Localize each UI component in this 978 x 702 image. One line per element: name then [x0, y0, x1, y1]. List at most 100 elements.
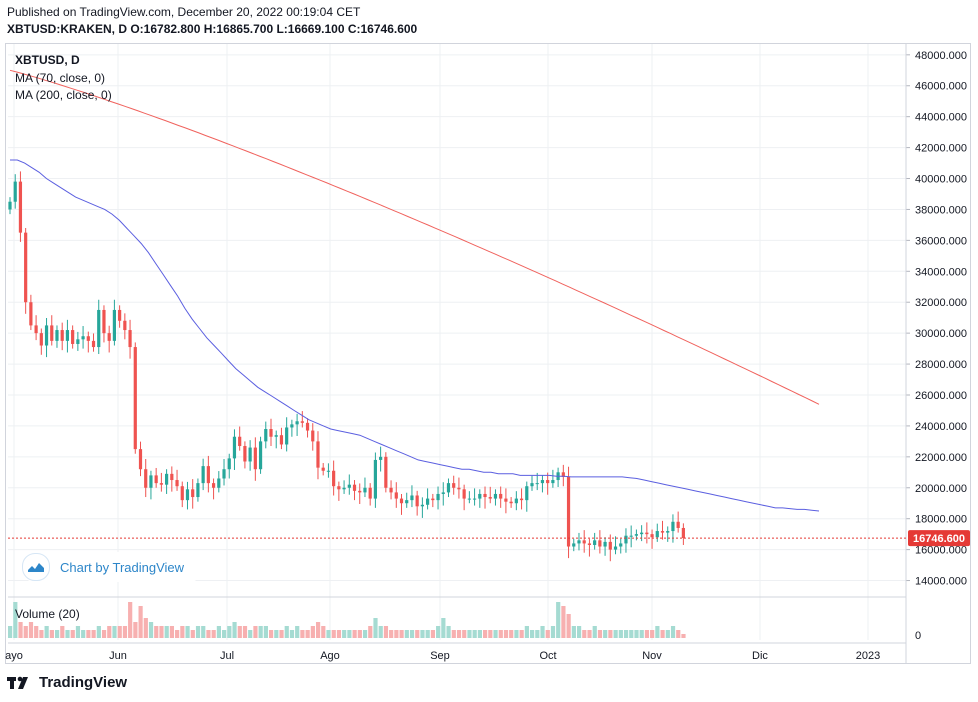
candle-body [321, 467, 325, 471]
volume-bar [352, 630, 357, 638]
candle-body [660, 531, 665, 533]
volume-bar [28, 622, 34, 638]
candle-body [514, 498, 518, 504]
volume-bar [571, 626, 576, 638]
candle-body [191, 489, 195, 498]
candle-body [97, 309, 101, 348]
footer-brand[interactable]: TradingView [7, 674, 127, 691]
candle-body [645, 532, 649, 535]
volume-bar [295, 626, 300, 638]
candle-body [561, 472, 565, 477]
volume-bar [472, 630, 477, 638]
legend-volume: Volume (20) [15, 607, 80, 621]
volume-bar [222, 630, 227, 638]
candle-body [154, 475, 158, 484]
candle-body [60, 330, 64, 341]
x-tick-label: Jul [220, 650, 234, 662]
candle-body [499, 493, 503, 499]
candle-body [211, 483, 216, 488]
candle-body [170, 473, 174, 481]
volume-bar [216, 626, 221, 638]
y-tick-label: 22000.000 [915, 452, 967, 464]
volume-bar [159, 626, 164, 638]
volume-bar [274, 630, 279, 638]
candle-body [118, 309, 122, 321]
y-tick-label: 26000.000 [915, 390, 967, 402]
volume-bar [430, 630, 436, 638]
volume-bar [65, 630, 70, 638]
y-tick-label: 16000.000 [915, 545, 967, 557]
candle-body [274, 435, 278, 437]
volume-bar [175, 630, 180, 638]
y-tick-label: 14000.000 [915, 576, 967, 588]
candle-body [640, 532, 644, 535]
candle-body [655, 531, 659, 538]
candle-body [34, 325, 38, 334]
candle-body [676, 521, 680, 528]
y-tick-label: 42000.000 [915, 143, 967, 155]
y-tick-label: 20000.000 [915, 483, 967, 495]
volume-bar [347, 630, 352, 638]
candle-body [102, 309, 106, 334]
volume-bar [576, 626, 582, 638]
symbol-label: XBTUSD:KRAKEN, D [7, 22, 127, 36]
candle-body [358, 490, 362, 493]
candle-body [285, 427, 289, 445]
volume-bar [467, 630, 472, 638]
legend-ma70: MA (70, close, 0) [15, 71, 106, 85]
volume-bar [394, 630, 399, 638]
candle-body [180, 486, 184, 501]
volume-bar [122, 626, 128, 638]
volume-bar [509, 630, 514, 638]
candle-body [436, 493, 440, 501]
candle-body [227, 458, 231, 470]
candle-body [243, 446, 247, 462]
candle-body [629, 535, 633, 537]
volume-bar [201, 626, 206, 638]
candle-body [165, 473, 169, 485]
candle-body [634, 534, 638, 536]
volume-bar [253, 626, 258, 638]
candle-body [410, 495, 414, 501]
candle-body [587, 543, 592, 545]
volume-bar [597, 630, 603, 638]
volume-bar [112, 626, 117, 638]
y-tick-label: 30000.000 [915, 328, 967, 340]
badge-label: Chart by TradingView [60, 559, 185, 575]
volume-bar [315, 622, 321, 638]
candle-body [415, 495, 419, 507]
candle-body [467, 498, 471, 500]
candle-body [222, 469, 226, 479]
volume-bar [503, 630, 509, 638]
candle-body [253, 447, 257, 470]
volume-bar [23, 626, 28, 638]
candle-body [535, 483, 539, 485]
candle-body [666, 531, 670, 533]
candle-body [264, 429, 268, 442]
y-tick-label: 32000.000 [915, 297, 967, 309]
x-tick-label: Sep [430, 650, 450, 662]
volume-bar [289, 630, 295, 638]
volume-bar [185, 626, 190, 638]
candle-body [504, 498, 508, 502]
candle-body [509, 501, 513, 504]
candle-body [300, 421, 304, 423]
ma70-line [10, 159, 820, 512]
y-tick-label: 40000.000 [915, 174, 967, 186]
candle-body [8, 201, 12, 210]
volume-bar [96, 626, 101, 638]
published-note: Published on TradingView.com, December 2… [7, 5, 361, 19]
candle-body [248, 447, 252, 462]
ohlc-line: XBTUSD:KRAKEN, D O:16782.800 H:16865.700… [7, 22, 417, 36]
volume-bar [148, 622, 154, 638]
x-tick-label: Nov [642, 650, 662, 662]
candle-body [217, 478, 221, 488]
volume-bar [258, 626, 263, 638]
volume-bar [211, 630, 216, 638]
chart-by-badge[interactable]: Chart by TradingView [20, 552, 204, 582]
candle-body [540, 480, 545, 484]
volume-bar [331, 630, 336, 638]
volume-bar [582, 630, 587, 638]
volume-bar [310, 626, 315, 638]
